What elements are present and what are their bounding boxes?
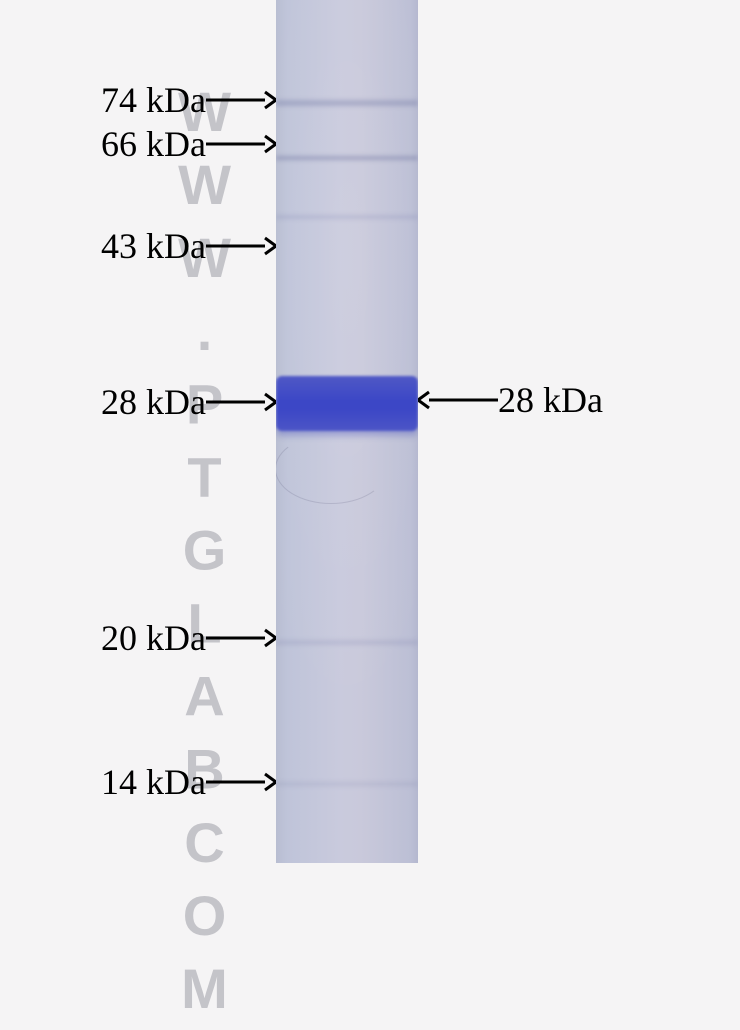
- gel-band-4: [276, 640, 418, 645]
- watermark-text: WWW.PTGLABCOM: [172, 80, 237, 820]
- marker-label: 20 kDa: [101, 620, 206, 656]
- marker-label: 66 kDa: [101, 126, 206, 162]
- marker-label: 28 kDa: [101, 384, 206, 420]
- marker-left-3: 28 kDa: [101, 384, 276, 420]
- gel-lane: [276, 0, 418, 863]
- arrow-right-icon: [206, 90, 276, 110]
- marker-label: 43 kDa: [101, 228, 206, 264]
- gel-band-1: [276, 156, 418, 160]
- marker-left-5: 14 kDa: [101, 764, 276, 800]
- marker-label: 74 kDa: [101, 82, 206, 118]
- marker-left-1: 66 kDa: [101, 126, 276, 162]
- arrow-right-icon: [206, 772, 276, 792]
- gel-band-2: [276, 215, 418, 219]
- arrow-left-icon: [418, 390, 498, 410]
- gel-band-5: [276, 782, 418, 786]
- arrow-right-icon: [206, 134, 276, 154]
- arrow-right-icon: [206, 628, 276, 648]
- gel-band-0: [276, 100, 418, 106]
- arrow-right-icon: [206, 392, 276, 412]
- gel-lane-background: [276, 0, 418, 863]
- gel-artifact-arc: [276, 434, 387, 504]
- marker-left-2: 43 kDa: [101, 228, 276, 264]
- marker-left-0: 74 kDa: [101, 82, 276, 118]
- gel-image-canvas: WWW.PTGLABCOM 74 kDa 66 kDa 43 kDa 28 kDa 20…: [0, 0, 740, 863]
- gel-band-3: [276, 376, 418, 431]
- marker-label: 28 kDa: [498, 382, 603, 418]
- arrow-right-icon: [206, 236, 276, 256]
- marker-label: 14 kDa: [101, 764, 206, 800]
- marker-right-0: 28 kDa: [418, 382, 603, 418]
- marker-left-4: 20 kDa: [101, 620, 276, 656]
